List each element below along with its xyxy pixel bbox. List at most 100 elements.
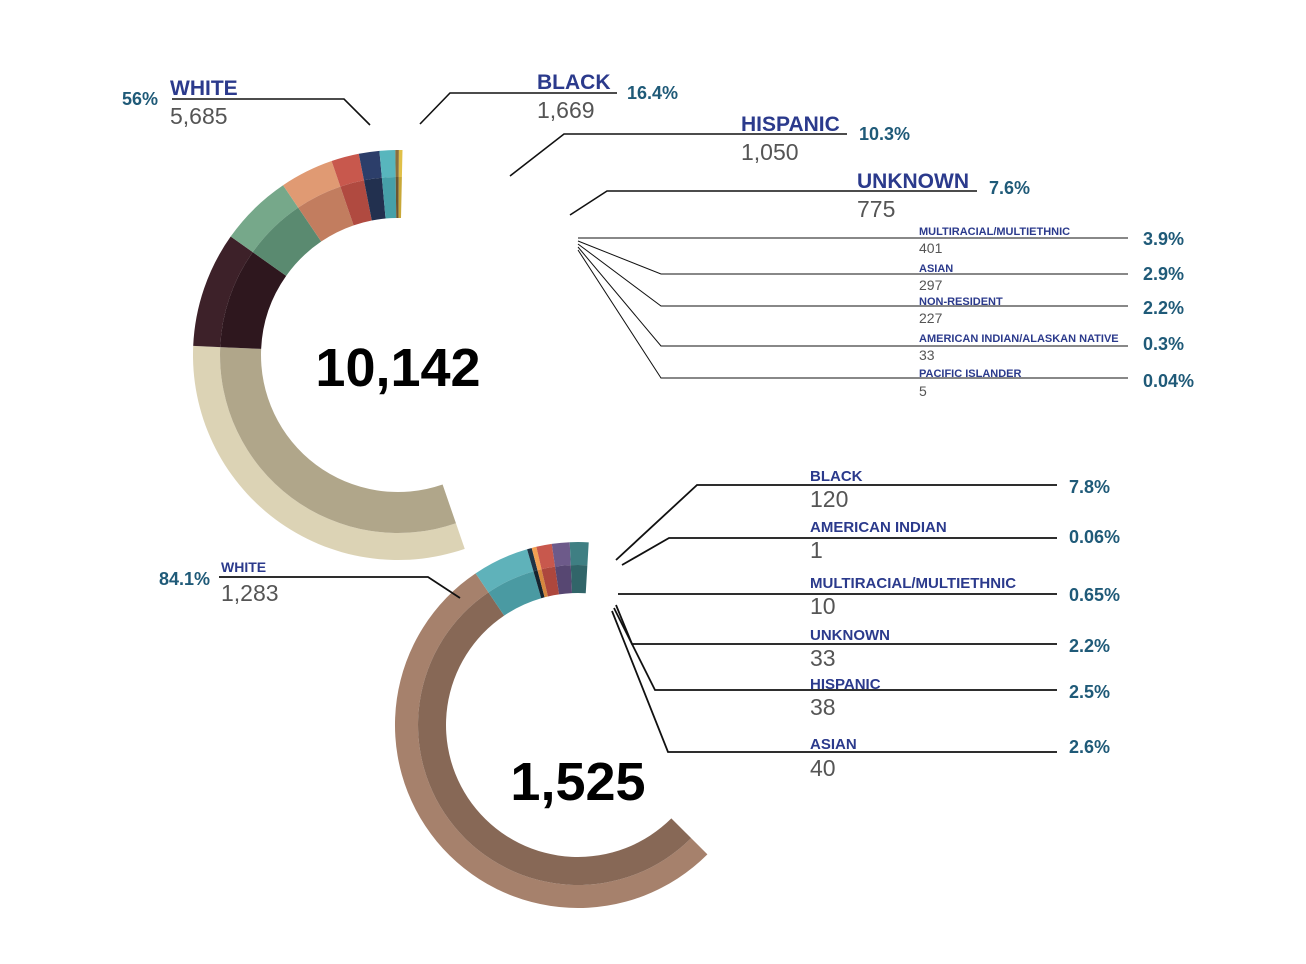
chart2-slice-unknown-inner xyxy=(541,566,560,597)
chart2-slice-american-indian xyxy=(527,547,538,572)
chart1-percent-non-resident: 2.2% xyxy=(1143,298,1184,318)
chart1-slice-multiracial-multiethnic xyxy=(331,153,364,187)
chart2-label-american-indian: AMERICAN INDIAN xyxy=(810,519,947,536)
chart2-count-hispanic: 38 xyxy=(810,694,836,720)
chart1-label-white: WHITE xyxy=(170,77,238,100)
chart1-count-multiracial-multiethnic: 401 xyxy=(919,240,943,256)
chart1-leader-asian xyxy=(577,240,1128,275)
chart1-slice-black xyxy=(193,236,253,348)
chart1-slice-white-inner xyxy=(220,347,456,533)
chart2-percent-asian: 2.6% xyxy=(1069,737,1110,757)
chart2-slice-asian-inner xyxy=(570,565,588,594)
chart1-slice-multiracial-multiethnic-inner xyxy=(340,180,372,226)
chart2-slice-black xyxy=(475,549,534,593)
chart-labels: WHITE 5,685 56% BLACK 1,669 16.4% HISPANIC 1,05… xyxy=(122,71,1194,781)
chart1-percent-multiracial-multiethnic: 3.9% xyxy=(1143,229,1184,249)
chart1-slice-hispanic-inner xyxy=(252,207,322,276)
chart1-slice-pacific-islander xyxy=(398,150,403,178)
chart2-label-black: BLACK xyxy=(810,468,863,485)
chart1-leader-white xyxy=(172,98,371,126)
chart2-count-white: 1,283 xyxy=(221,580,279,606)
chart2-count-american-indian: 1 xyxy=(810,537,823,563)
chart1-label-hispanic: HISPANIC xyxy=(741,113,840,136)
chart2-count-unknown: 33 xyxy=(810,645,836,671)
chart1-slice-pacific-islander-inner xyxy=(398,177,402,219)
chart1-leader-american-indian-alaskan-native xyxy=(577,246,1128,347)
chart1-label-black: BLACK xyxy=(537,71,611,94)
chart2-slice-american-indian-inner xyxy=(533,570,545,599)
chart2-slice-hispanic xyxy=(551,542,571,567)
chart2-slice-white-inner xyxy=(418,592,692,885)
chart2-count-multiracial-multiethnic: 10 xyxy=(810,593,836,619)
chart1-slice-white xyxy=(192,345,465,560)
chart1-percent-asian: 2.9% xyxy=(1143,264,1184,284)
chart1-percent-white: 56% xyxy=(122,89,158,109)
chart2-slice-multiracial-multiethnic xyxy=(531,546,542,571)
leader-lines xyxy=(172,92,1128,753)
chart1-slice-american-indian-alaskan-native-inner xyxy=(395,176,399,219)
chart2-label-white: WHITE xyxy=(221,559,266,575)
chart2-percent-american-indian: 0.06% xyxy=(1069,527,1120,547)
chart1-slice-asian-inner xyxy=(363,177,386,221)
chart2-slice-multiracial-multiethnic-inner xyxy=(537,569,548,598)
chart1-leader-non-resident xyxy=(577,243,1128,307)
chart2-slice-asian xyxy=(569,542,589,566)
chart2-percent-hispanic: 2.5% xyxy=(1069,682,1110,702)
chart2-leader-american-indian xyxy=(621,537,1057,566)
chart2-total: 1,525 xyxy=(510,752,645,812)
chart1-percent-american-indian-alaskan-native: 0.3% xyxy=(1143,334,1184,354)
chart2-label-hispanic: HISPANIC xyxy=(810,676,881,693)
chart2-slice-white xyxy=(394,573,708,909)
chart1-label-multiracial-multiethnic: MULTIRACIAL/MULTIETHNIC xyxy=(919,226,1070,238)
chart1-label-unknown: UNKNOWN xyxy=(857,170,969,193)
chart1-count-white: 5,685 xyxy=(170,103,228,129)
chart2-count-black: 120 xyxy=(810,486,848,512)
chart1-label-asian: ASIAN xyxy=(919,263,953,275)
chart1-slice-unknown-inner xyxy=(298,186,354,242)
chart2-leader-asian xyxy=(611,610,1057,753)
chart2-label-unknown: UNKNOWN xyxy=(810,627,890,644)
chart2-slice-black-inner xyxy=(488,571,542,616)
chart1-leader-pacific-islander xyxy=(577,249,1128,379)
chart1-slice-american-indian-alaskan-native xyxy=(395,149,399,178)
chart2-ring xyxy=(394,542,708,909)
chart2-leader-black xyxy=(615,484,1057,561)
chart1-ring xyxy=(192,149,465,560)
chart1-percent-pacific-islander: 0.04% xyxy=(1143,371,1194,391)
chart1-slice-non-resident xyxy=(379,150,396,178)
chart2-leader-hispanic xyxy=(613,607,1057,691)
chart1-percent-unknown: 7.6% xyxy=(989,178,1030,198)
chart1-count-american-indian-alaskan-native: 33 xyxy=(919,347,935,363)
chart2-slice-unknown xyxy=(536,543,556,570)
chart1-slice-asian xyxy=(358,150,382,181)
chart1-label-non-resident: NON-RESIDENT xyxy=(919,296,1003,308)
chart2-leader-white xyxy=(219,576,461,599)
chart2-label-multiracial-multiethnic: MULTIRACIAL/MULTIETHNIC xyxy=(810,575,1016,592)
chart1-count-pacific-islander: 5 xyxy=(919,383,927,399)
chart2-percent-multiracial-multiethnic: 0.65% xyxy=(1069,585,1120,605)
chart1-slice-hispanic xyxy=(230,185,299,253)
chart1-slice-black-inner xyxy=(220,252,287,349)
chart1-count-non-resident: 227 xyxy=(919,310,943,326)
chart2-count-asian: 40 xyxy=(810,755,836,781)
chart2-label-asian: ASIAN xyxy=(810,736,857,753)
chart1-slice-non-resident-inner xyxy=(381,177,397,219)
chart1-leader-hispanic xyxy=(509,133,847,177)
chart1-percent-black: 16.4% xyxy=(627,83,678,103)
chart1-count-asian: 297 xyxy=(919,277,943,293)
chart1-leader-unknown xyxy=(569,190,977,216)
chart1-count-black: 1,669 xyxy=(537,97,595,123)
chart2-percent-white: 84.1% xyxy=(159,569,210,589)
chart1-leader-black xyxy=(419,92,617,125)
chart1-percent-hispanic: 10.3% xyxy=(859,124,910,144)
chart1-count-unknown: 775 xyxy=(857,196,895,222)
chart2-slice-hispanic-inner xyxy=(555,565,573,595)
chart1-label-pacific-islander: PACIFIC ISLANDER xyxy=(919,368,1022,380)
chart1-total: 10,142 xyxy=(315,338,480,398)
chart2-percent-black: 7.8% xyxy=(1069,477,1110,497)
chart2-percent-unknown: 2.2% xyxy=(1069,636,1110,656)
chart1-slice-unknown xyxy=(283,161,341,208)
chart1-label-american-indian-alaskan-native: AMERICAN INDIAN/ALASKAN NATIVE xyxy=(919,333,1119,345)
chart1-count-hispanic: 1,050 xyxy=(741,139,799,165)
